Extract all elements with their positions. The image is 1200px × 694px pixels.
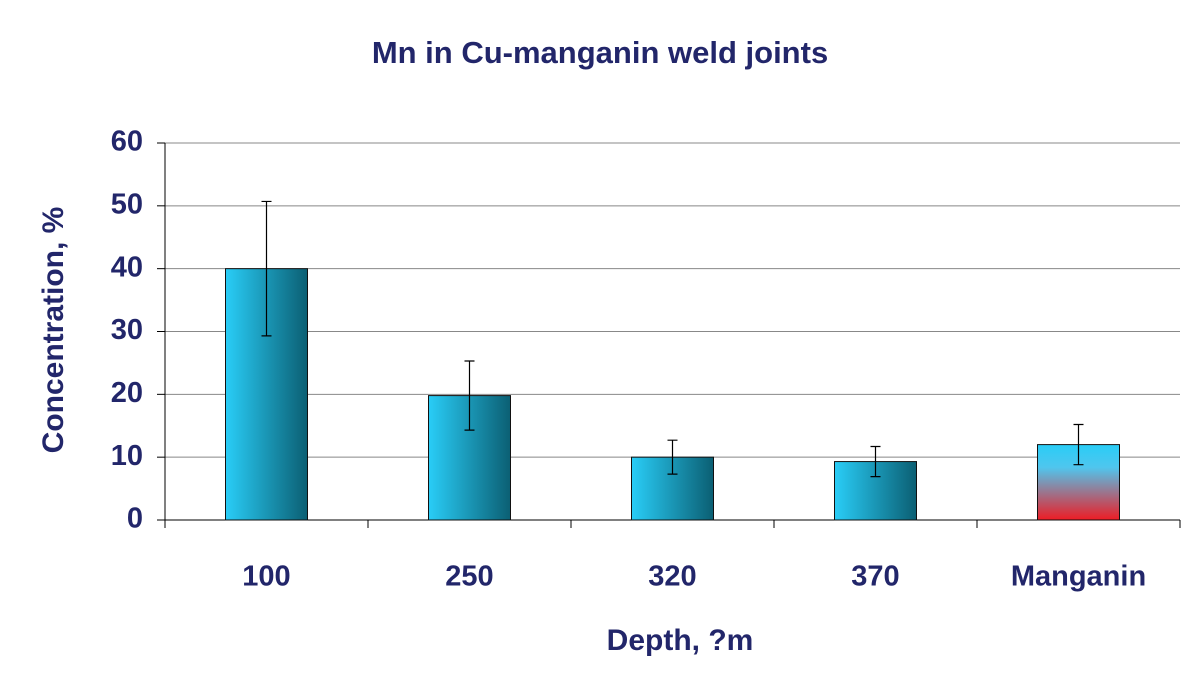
y-tick-label: 60 [111, 126, 143, 158]
y-tick-label: 10 [111, 440, 143, 472]
chart-title: Mn in Cu-manganin weld joints [372, 35, 828, 70]
y-tick-label: 50 [111, 188, 143, 220]
x-tick-label: 250 [445, 561, 493, 593]
y-tick-label: 0 [127, 503, 143, 535]
error-bar [261, 200, 272, 337]
bar [225, 268, 308, 521]
y-tick-label: 40 [111, 251, 143, 283]
y-tick-label: 20 [111, 377, 143, 409]
x-tick-label: 370 [851, 561, 899, 593]
error-bar [1073, 423, 1084, 466]
error-bar [870, 445, 881, 478]
error-bar [464, 360, 475, 431]
x-tick-label: 320 [648, 561, 696, 593]
error-bar [667, 439, 678, 475]
x-tick-label: Manganin [1011, 561, 1146, 593]
y-axis-label: Concentration, % [37, 207, 70, 454]
x-axis-label: Depth, ?m [607, 624, 754, 657]
y-tick-label: 30 [111, 314, 143, 346]
x-tick-label: 100 [242, 561, 290, 593]
